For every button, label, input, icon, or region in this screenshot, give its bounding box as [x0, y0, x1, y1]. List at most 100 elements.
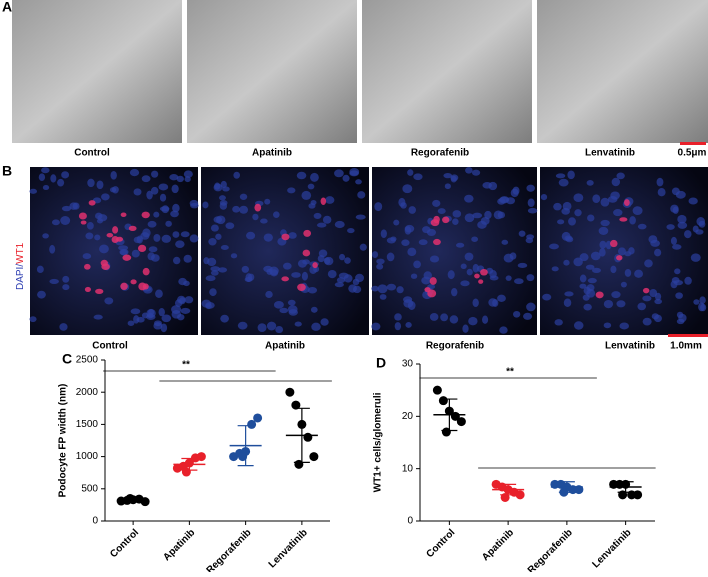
nucleus [505, 275, 512, 281]
nucleus [218, 267, 228, 273]
nucleus [347, 228, 355, 234]
nucleus [423, 271, 432, 280]
em-images [12, 0, 708, 143]
nucleus [499, 326, 508, 334]
wt1-cell [312, 262, 318, 269]
nucleus [220, 314, 229, 323]
nucleus [153, 234, 161, 242]
nucleus [563, 298, 572, 308]
nucleus [241, 265, 250, 273]
nucleus [675, 292, 683, 299]
nucleus [36, 265, 44, 274]
nucleus [357, 191, 366, 199]
nucleus [648, 235, 658, 244]
nucleus [371, 285, 379, 292]
nucleus [355, 273, 365, 283]
nucleus [301, 271, 308, 281]
nucleus [573, 193, 584, 202]
nucleus [637, 223, 647, 230]
nucleus [213, 216, 223, 223]
x-tick-label: Apatinib [161, 527, 197, 563]
nucleus [189, 234, 199, 243]
nucleus [147, 220, 157, 228]
nucleus [94, 212, 103, 220]
nucleus [413, 260, 421, 269]
nucleus [579, 283, 587, 289]
data-point [238, 452, 248, 462]
nucleus [422, 226, 431, 234]
wt1-cell [84, 263, 91, 270]
data-point [309, 452, 319, 462]
nucleus [99, 244, 109, 254]
nucleus [542, 293, 552, 301]
nucleus [583, 286, 591, 295]
nucleus [325, 196, 335, 204]
nucleus [96, 218, 103, 224]
nucleus [264, 198, 271, 205]
nucleus [266, 321, 277, 331]
nucleus [471, 236, 478, 242]
nucleus [313, 212, 322, 220]
wt1-cell [106, 232, 114, 238]
wt1-cell [642, 287, 650, 294]
wt1-cell [122, 254, 132, 261]
nucleus [620, 281, 627, 288]
nucleus [460, 280, 470, 287]
y-tick-label: 500 [81, 483, 98, 494]
stain-wt1: WT1 [15, 242, 26, 264]
nucleus [61, 171, 70, 179]
nucleus [153, 322, 163, 330]
wt1-cell [84, 286, 91, 293]
nucleus [51, 219, 60, 226]
data-point [432, 385, 442, 395]
nucleus [390, 236, 397, 242]
nucleus [219, 202, 228, 210]
nucleus [307, 286, 318, 294]
nucleus [334, 282, 344, 288]
nucleus [180, 307, 191, 314]
nucleus [320, 318, 329, 326]
nucleus [359, 243, 367, 251]
nucleus [82, 253, 92, 260]
data-point [291, 400, 301, 410]
x-tick-label: Apatinib [480, 527, 516, 563]
nucleus [514, 278, 524, 285]
nucleus [146, 190, 153, 200]
nucleus [131, 249, 140, 258]
nucleus [526, 184, 535, 192]
nucleus [591, 267, 601, 274]
nucleus [466, 268, 473, 276]
nucleus [517, 262, 528, 268]
nucleus [393, 219, 400, 226]
wt1-cell [137, 244, 147, 253]
nucleus [287, 299, 296, 306]
nucleus [210, 270, 219, 276]
nucleus [127, 320, 135, 326]
nucleus [60, 216, 71, 225]
nucleus [153, 211, 160, 218]
nucleus [688, 197, 698, 205]
data-point [285, 387, 295, 397]
nucleus [283, 262, 292, 270]
nucleus [403, 296, 413, 303]
nucleus [296, 171, 307, 180]
nucleus [564, 291, 574, 297]
nucleus [562, 201, 572, 211]
nucleus [444, 183, 451, 190]
nucleus [237, 321, 248, 330]
nucleus [263, 265, 273, 273]
nucleus [480, 217, 490, 225]
panel-letter: D [376, 355, 386, 371]
nucleus [171, 184, 179, 194]
wt1-cell [128, 225, 137, 232]
nucleus [568, 217, 576, 226]
nucleus [624, 268, 632, 277]
nucleus [563, 259, 570, 266]
nucleus [291, 272, 301, 278]
nucleus [592, 194, 601, 203]
nucleus [489, 275, 499, 281]
y-tick-label: 20 [402, 411, 414, 422]
image-label: Apatinib [252, 148, 292, 159]
nucleus [394, 322, 402, 331]
nucleus [158, 183, 169, 191]
